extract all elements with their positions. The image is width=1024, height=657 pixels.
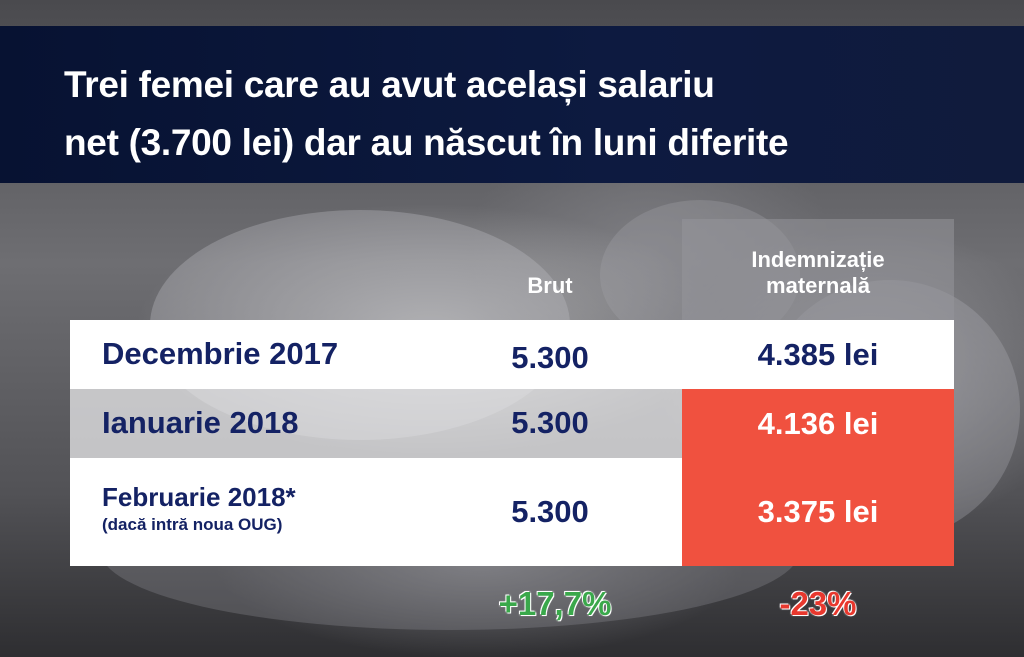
column-header-indemnizatie-line1: Indemnizație [751, 247, 885, 272]
indemnizatie-value: 3.375 lei [682, 458, 954, 566]
month-label: Februarie 2018* [102, 482, 296, 512]
month-label: Decembrie 2017 [102, 336, 339, 371]
title-line-2: net (3.700 lei) dar au născut în luni di… [64, 122, 789, 163]
table-row-decembrie: Decembrie 2017 5.300 4.385 lei [70, 320, 954, 389]
title-banner [0, 26, 1024, 183]
page-title: Trei femei care au avut același salariu … [64, 56, 964, 172]
brut-value: 5.300 [511, 340, 589, 375]
brut-change-percent: +17,7% [498, 585, 612, 622]
brut-value: 5.300 [511, 405, 589, 440]
table-row-ianuarie: Ianuarie 2018 5.300 4.136 lei [70, 389, 954, 458]
column-header-indemnizatie-line2: maternală [766, 273, 870, 298]
indemnizatie-value: 4.136 lei [682, 389, 954, 458]
table-row-februarie: Februarie 2018* (dacă intră noua OUG) 5.… [70, 458, 954, 566]
column-header-indemnizatie: Indemnizație maternală [682, 247, 954, 299]
month-label: Ianuarie 2018 [102, 405, 299, 440]
indemnizatie-header-box [682, 219, 954, 320]
title-line-1: Trei femei care au avut același salariu [64, 64, 715, 105]
month-note: (dacă intră noua OUG) [102, 515, 283, 534]
indemnizatie-value: 4.385 lei [682, 320, 954, 389]
indemnizatie-change-percent: -23% [779, 585, 857, 622]
brut-value: 5.300 [511, 494, 589, 529]
column-header-brut: Brut [527, 273, 573, 298]
